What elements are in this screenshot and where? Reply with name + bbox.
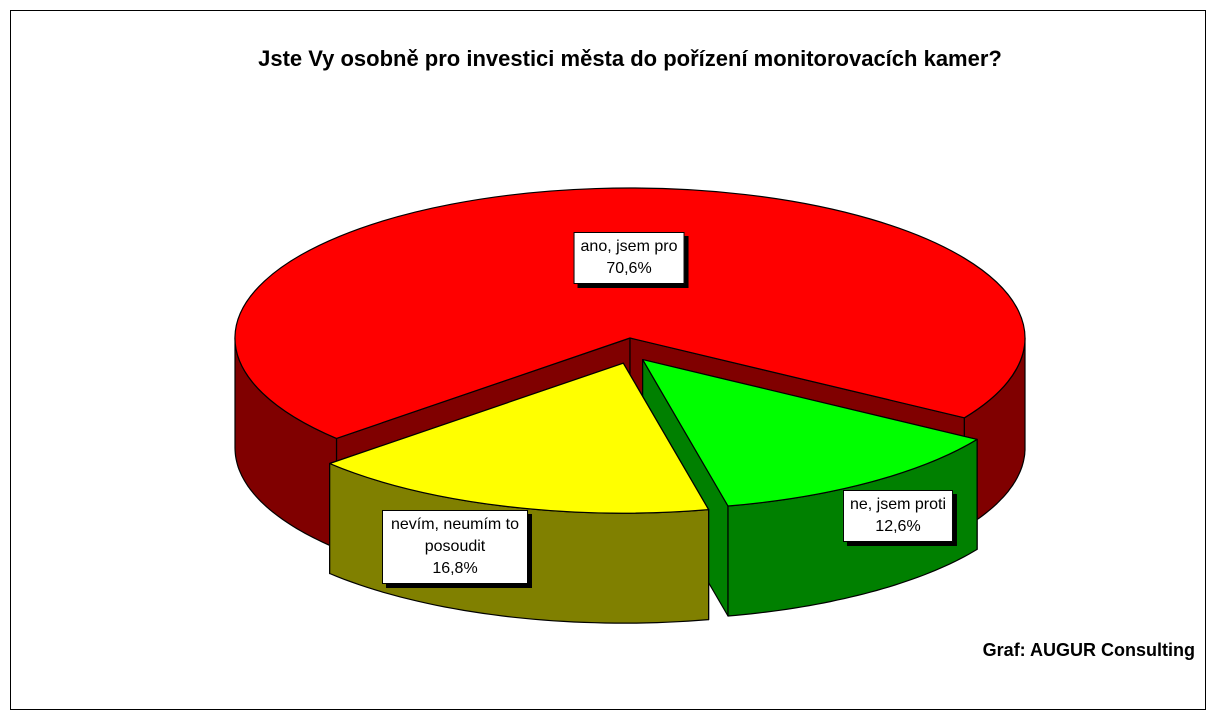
data-label: nevím, neumím to posoudit 16,8% xyxy=(382,510,528,584)
data-label: ne, jsem proti 12,6% xyxy=(842,490,954,542)
value-label: 12,6% xyxy=(875,518,921,535)
chart-title: Jste Vy osobně pro investici města do po… xyxy=(258,46,1002,71)
category-label: nevím, neumím to posoudit xyxy=(390,516,520,555)
value-label: 16,8% xyxy=(432,560,478,577)
slice-top xyxy=(329,362,710,514)
slice-top xyxy=(234,187,1026,439)
slice-top xyxy=(642,358,978,507)
category-label: ne, jsem proti xyxy=(849,496,947,513)
data-label: ano, jsem pro 70,6% xyxy=(573,232,685,284)
source-note: Graf: AUGUR Consulting xyxy=(982,640,1195,660)
value-label: 70,6% xyxy=(606,260,652,277)
category-label: ano, jsem pro xyxy=(580,238,678,255)
